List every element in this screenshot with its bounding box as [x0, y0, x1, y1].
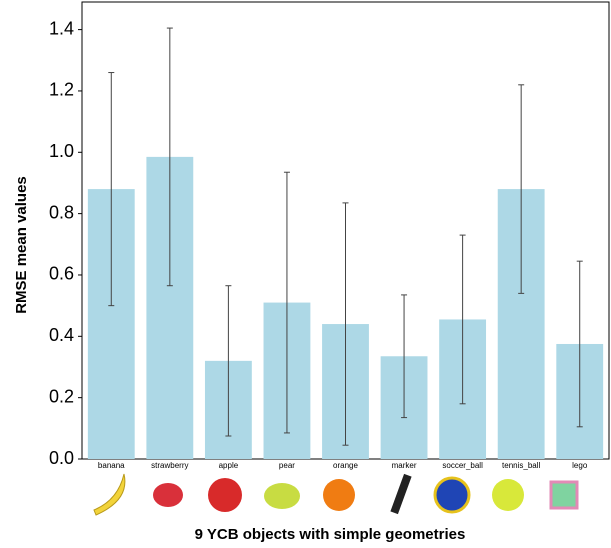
y-tick-label: 1.0: [49, 141, 74, 161]
x-tick-label: tennis_ball: [502, 461, 540, 470]
x-tick-label: pear: [279, 461, 295, 470]
y-axis-label: RMSE mean values: [13, 176, 30, 314]
chart: RMSE mean values 9 YCB objects with simp…: [0, 0, 611, 548]
lego-icon: [551, 482, 577, 508]
x-tick-label: apple: [219, 461, 239, 470]
y-tick-label: 1.4: [49, 18, 74, 38]
x-tick-label: soccer_ball: [442, 461, 483, 470]
banana-icon: [94, 474, 125, 515]
x-tick-label: lego: [572, 461, 588, 470]
y-tick-label: 0.8: [49, 202, 74, 222]
apple-icon: [208, 478, 242, 512]
pear-icon: [264, 483, 300, 509]
x-tick-label: marker: [392, 461, 417, 470]
y-tick-label: 0.6: [49, 264, 74, 284]
y-tick-label: 1.2: [49, 80, 74, 100]
marker-icon: [390, 474, 411, 514]
x-tick-label: strawberry: [151, 461, 188, 470]
soccer-ball-icon: [435, 478, 469, 512]
object-icons: [94, 474, 577, 515]
y-tick-label: 0.0: [49, 448, 74, 468]
x-axis-label: 9 YCB objects with simple geometries: [195, 526, 466, 543]
y-tick-label: 0.2: [49, 386, 74, 406]
orange-icon: [323, 479, 355, 511]
x-tick-label: orange: [333, 461, 358, 470]
y-tick-label: 0.4: [49, 325, 74, 345]
strawberry-icon: [153, 483, 183, 507]
x-tick-label: banana: [98, 461, 125, 470]
tennis-ball-icon: [492, 479, 524, 511]
